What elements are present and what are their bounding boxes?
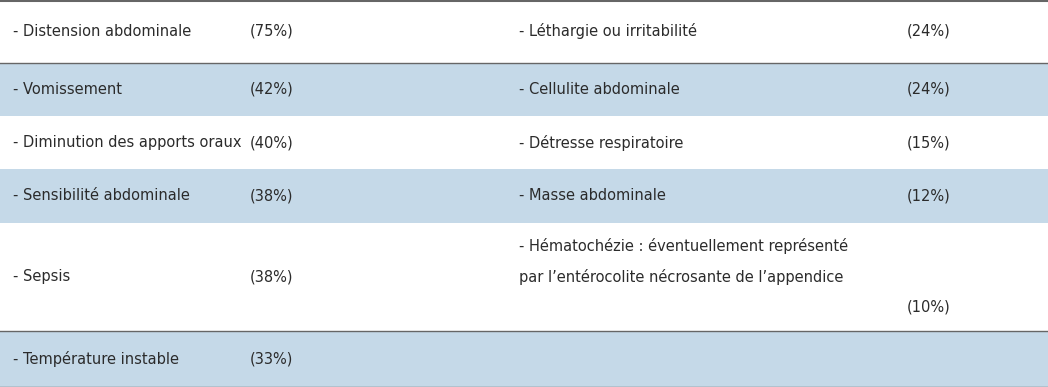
Text: (33%): (33%) — [249, 352, 292, 367]
Text: - Cellulite abdominale: - Cellulite abdominale — [519, 82, 679, 97]
Text: (12%): (12%) — [907, 188, 951, 204]
Bar — [0, 116, 1048, 169]
Text: - Hématochézie : éventuellement représenté: - Hématochézie : éventuellement représen… — [519, 238, 848, 255]
Text: - Température instable: - Température instable — [13, 351, 178, 367]
Text: (24%): (24%) — [907, 82, 951, 97]
Bar — [0, 331, 1048, 387]
Text: - Distension abdominale: - Distension abdominale — [13, 24, 191, 39]
Text: (24%): (24%) — [907, 24, 951, 39]
Text: - Détresse respiratoire: - Détresse respiratoire — [519, 135, 683, 151]
Bar — [0, 63, 1048, 116]
Text: - Sensibilité abdominale: - Sensibilité abdominale — [13, 188, 190, 204]
Text: (42%): (42%) — [249, 82, 293, 97]
Text: (38%): (38%) — [249, 269, 293, 284]
Bar — [0, 223, 1048, 331]
Text: - Vomissement: - Vomissement — [13, 82, 122, 97]
Text: (15%): (15%) — [907, 135, 951, 150]
Bar — [0, 169, 1048, 223]
Text: - Masse abdominale: - Masse abdominale — [519, 188, 665, 204]
Text: - Diminution des apports oraux: - Diminution des apports oraux — [13, 135, 241, 150]
Text: - Sepsis: - Sepsis — [13, 269, 70, 284]
Bar — [0, 0, 1048, 63]
Text: - Léthargie ou irritabilité: - Léthargie ou irritabilité — [519, 24, 697, 39]
Text: (10%): (10%) — [907, 300, 951, 315]
Text: par l’entérocolite nécrosante de l’appendice: par l’entérocolite nécrosante de l’appen… — [519, 269, 844, 285]
Text: (40%): (40%) — [249, 135, 293, 150]
Text: (75%): (75%) — [249, 24, 293, 39]
Text: (38%): (38%) — [249, 188, 293, 204]
